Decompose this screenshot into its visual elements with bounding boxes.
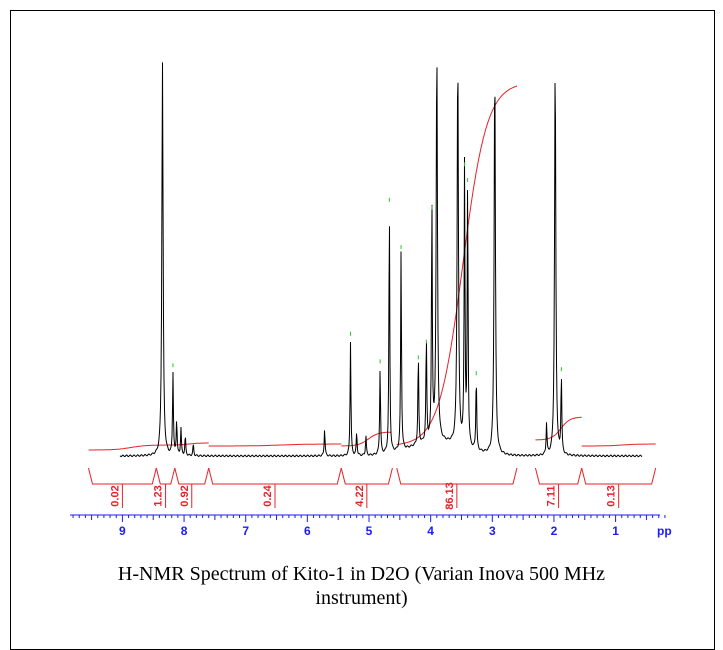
figure-caption: H-NMR Spectrum of Kito-1 in D2O (Varian … bbox=[0, 562, 723, 610]
integral-label: 7.11 bbox=[546, 486, 558, 507]
integral-label: 0.02 bbox=[109, 485, 121, 506]
integral-curve bbox=[581, 443, 656, 447]
tick-label: 5 bbox=[366, 524, 373, 538]
integral-bracket bbox=[174, 467, 210, 485]
integral-bracket bbox=[155, 467, 176, 485]
integral-label: 4.22 bbox=[354, 485, 366, 506]
integral-curve bbox=[165, 442, 209, 446]
integral-bracket bbox=[340, 467, 393, 485]
integral-label: 86.13 bbox=[444, 482, 456, 510]
tick-label: 4 bbox=[427, 524, 434, 538]
integral-brackets: 0.02 1.23 0.92 0.24 4.22 86.13 7.11 0.13 bbox=[88, 467, 657, 510]
spectrum-trace bbox=[119, 62, 643, 458]
caption-line-1: H-NMR Spectrum of Kito-1 in D2O (Varian … bbox=[117, 563, 606, 585]
tick-label: 1 bbox=[612, 524, 619, 538]
integral-bracket bbox=[534, 467, 583, 485]
integral-label: 0.13 bbox=[606, 485, 618, 506]
integral-bracket bbox=[581, 467, 657, 485]
caption-line-2: instrument) bbox=[315, 587, 408, 609]
figure-frame bbox=[10, 10, 715, 650]
axis-unit-label: pp bbox=[657, 524, 672, 538]
tick-label: 7 bbox=[242, 524, 249, 538]
peak-markers bbox=[172, 162, 562, 376]
tick-label: 9 bbox=[119, 524, 126, 538]
integral-curve bbox=[88, 444, 166, 451]
tick-label: 6 bbox=[304, 524, 311, 538]
tick-label: 2 bbox=[551, 524, 558, 538]
integral-bracket bbox=[396, 467, 518, 485]
integral-bracket bbox=[208, 467, 342, 485]
tick-label: 3 bbox=[489, 524, 496, 538]
integral-curve bbox=[208, 443, 342, 447]
integral-label: 1.23 bbox=[153, 485, 165, 506]
integral-bracket bbox=[88, 467, 157, 485]
integral-label: 0.24 bbox=[262, 484, 274, 506]
nmr-spectrum-chart: 0.02 1.23 0.92 0.24 4.22 86.13 7.11 0.13 9 8 7 6 5 4… bbox=[70, 62, 672, 538]
integral-label: 0.92 bbox=[179, 485, 191, 506]
tick-label: 8 bbox=[181, 524, 188, 538]
ppm-axis: 9 8 7 6 5 4 3 2 1 bbox=[70, 514, 666, 538]
